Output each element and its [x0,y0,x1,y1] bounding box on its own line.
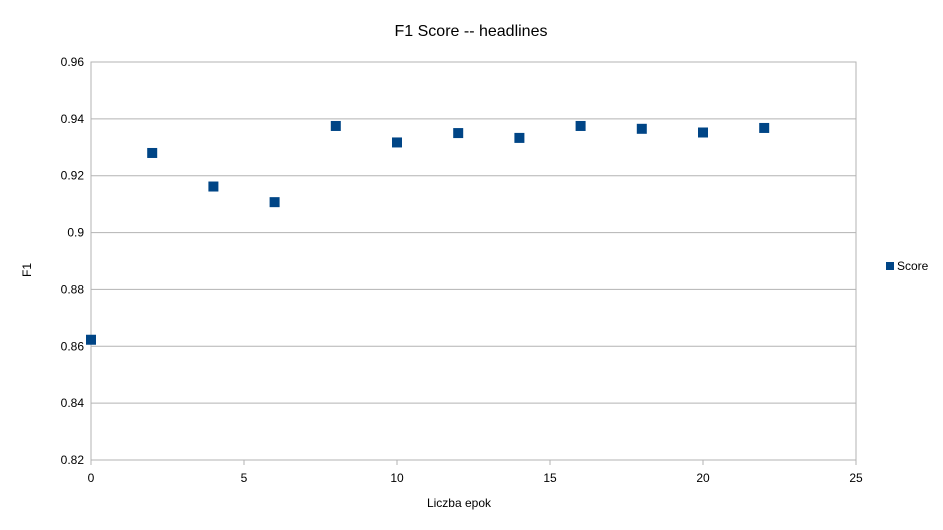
x-axis-ticks: 0 5 10 15 20 25 [88,460,863,485]
x-axis-label: Liczba epok [427,496,492,510]
data-point [392,137,402,148]
x-tick-label: 10 [390,471,404,485]
data-point [147,147,158,158]
x-tick-label: 15 [543,471,557,485]
data-points [86,120,770,345]
data-point [514,132,525,143]
x-tick-label: 20 [696,471,710,485]
x-tick-label: 0 [88,471,95,485]
chart-title: F1 Score -- headlines [395,23,548,40]
y-tick-label: 0.9 [67,226,84,240]
y-tick-label: 0.94 [61,112,85,126]
y-axis-label: F1 [20,263,34,277]
data-point [759,122,770,133]
x-tick-label: 25 [849,471,863,485]
y-tick-label: 0.92 [61,169,85,183]
grid-lines [91,61,856,461]
data-point [636,123,647,134]
y-tick-label: 0.84 [61,396,85,410]
data-point [269,197,280,208]
y-tick-label: 0.96 [61,55,85,69]
data-point [330,120,341,131]
y-tick-label: 0.86 [61,339,85,353]
y-axis-ticks: 0.82 0.84 0.86 0.88 0.9 0.92 0.94 0.96 [61,55,85,467]
x-tick-label: 5 [241,471,248,485]
data-point [86,334,96,345]
y-tick-label: 0.82 [61,453,85,467]
plot-area-frame [90,61,857,461]
legend-label-score: Score [897,259,929,273]
y-tick-label: 0.88 [61,282,85,296]
data-point [208,181,219,192]
legend-marker-score [886,262,894,270]
data-point [575,120,586,131]
data-point [698,127,708,138]
legend: Score [886,259,929,273]
data-point [453,128,464,139]
